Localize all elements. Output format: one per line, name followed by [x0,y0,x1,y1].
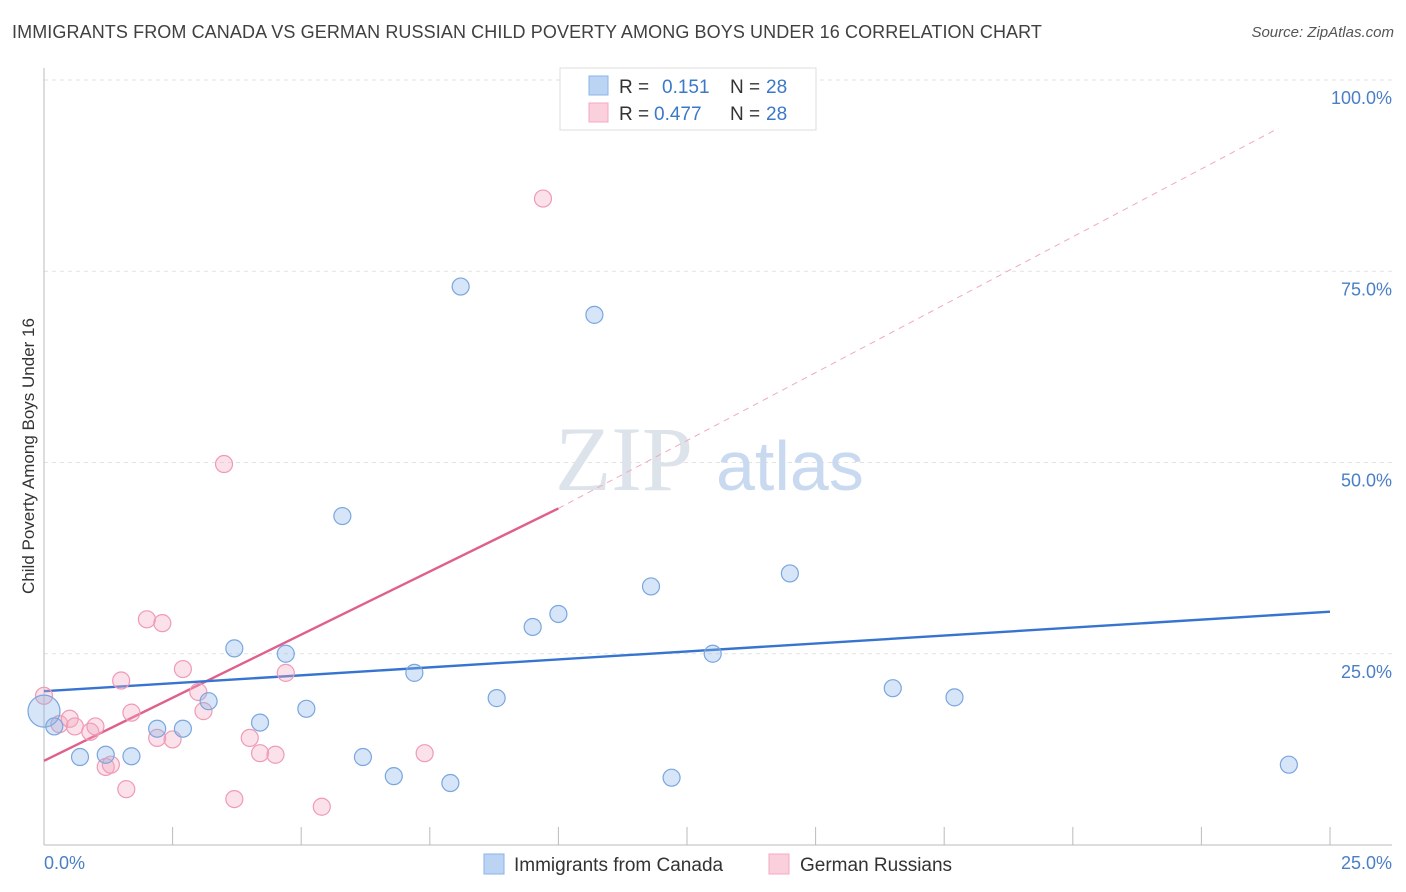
point-german-russians [214,454,234,474]
point-german-russians [86,717,105,736]
points [27,189,1298,816]
trendlines [43,127,1331,762]
point-canada [297,699,316,718]
legend-n-label-2: N = [730,104,760,125]
watermark-atlas: atlas [716,427,864,505]
point-canada [199,692,218,711]
point-german-russians [276,663,295,682]
point-canada [96,745,115,764]
point-canada [405,663,424,682]
point-german-russians [533,189,553,208]
point-canada [45,717,64,736]
legend-n-value-2: 28 [766,104,787,125]
legend-n-label-1: N = [730,77,760,98]
chart-title: IMMIGRANTS FROM CANADA VS GERMAN RUSSIAN… [12,22,1043,42]
y-axis-label: Child Poverty Among Boys Under 16 [19,318,38,594]
trendline-canada [43,610,1331,693]
y-tick-labels: 25.0% 50.0% 75.0% 100.0% [1331,88,1392,682]
point-german-russians [312,797,331,816]
y-tick-label: 75.0% [1341,279,1392,299]
point-canada [441,773,460,793]
point-canada [549,604,568,624]
point-canada [780,564,799,583]
point-german-russians [137,610,156,629]
legend-r-value-1: 0.151 [662,77,710,98]
point-canada [384,767,403,786]
point-german-russians [173,659,192,679]
point-german-russians [194,702,213,721]
point-german-russians [34,686,54,705]
series-legend-swatch-german-russians [768,853,790,875]
point-canada [333,506,352,526]
legend-swatch-german-russians [588,102,609,123]
point-german-russians [101,755,120,774]
series-legend-german-russians: German Russians [800,855,952,876]
legend-n-value-1: 28 [766,77,787,98]
point-canada [487,689,506,708]
point-canada [173,719,192,738]
trendline-german-russians [43,507,559,762]
source-label: Source: ZipAtlas.com [1251,24,1394,41]
point-german-russians [148,728,167,748]
point-canada [148,719,167,738]
stats-legend: R = 0.151 N = 28 R = 0.477 N = 28 [559,67,817,131]
point-german-russians [81,722,100,741]
point-canada [703,644,722,663]
point-canada [225,639,244,658]
point-canada [451,277,470,296]
series-legend-canada: Immigrants from Canada [514,855,724,876]
legend-r-value-2: 0.477 [654,104,702,125]
point-canada [70,747,90,767]
x-tick-label-min: 0.0% [44,853,85,873]
point-canada [1279,755,1298,774]
legend-r-label-2: R = [619,104,649,125]
point-german-russians [240,728,259,748]
point-german-russians [112,671,131,690]
point-german-russians [153,614,172,633]
point-german-russians [266,745,285,764]
trendline-german-russians-extension [558,127,1279,509]
series-legend-swatch-canada [483,853,505,875]
x-tick-label-max: 25.0% [1341,853,1392,873]
point-german-russians [189,682,208,702]
point-canada [122,747,141,766]
point-german-russians [65,717,84,736]
point-canada [945,688,964,707]
point-german-russians [225,789,244,809]
watermark-zip: ZIP [555,408,693,510]
point-canada [523,617,542,637]
point-canada [353,747,373,767]
point-german-russians [415,744,434,763]
point-canada [662,768,681,787]
legend-r-label-1: R = [619,77,649,98]
y-tick-label: 50.0% [1341,471,1392,491]
point-canada [276,644,295,663]
gridlines [44,79,1392,655]
x-ticks [43,827,1331,845]
series-legend: Immigrants from Canada German Russians [483,853,952,876]
y-tick-label: 100.0% [1331,88,1392,108]
point-canada [585,305,604,324]
y-tick-label: 25.0% [1341,662,1392,682]
point-canada [27,694,61,728]
point-canada [250,713,270,732]
point-german-russians [117,780,136,799]
legend-swatch-canada [588,75,609,96]
point-german-russians [250,744,270,763]
point-canada [883,679,902,698]
point-canada [641,577,661,596]
point-german-russians [122,703,141,722]
